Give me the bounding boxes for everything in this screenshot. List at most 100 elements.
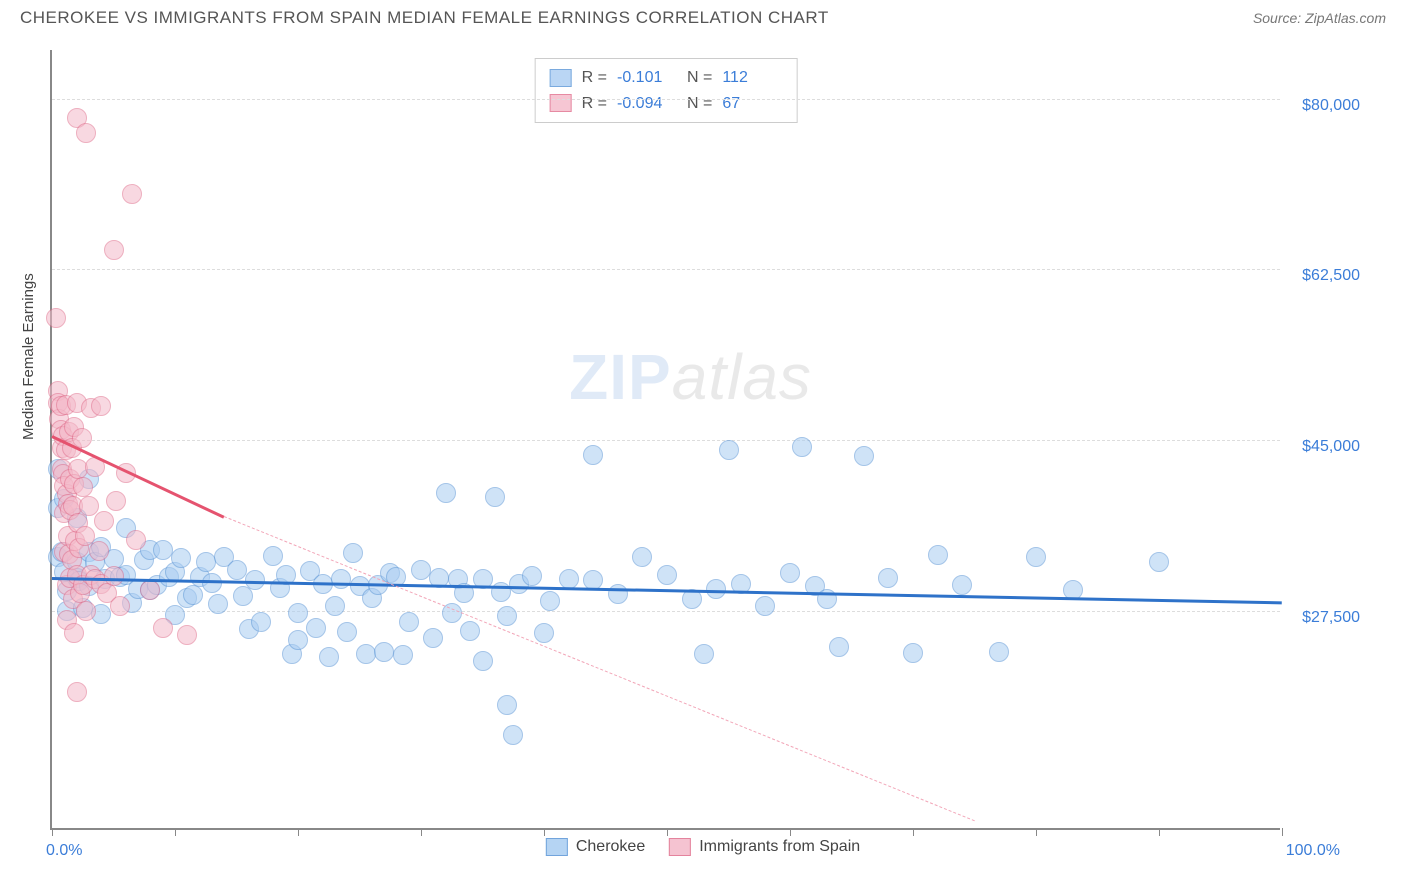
scatter-point-cherokee (989, 642, 1009, 662)
x-tick (667, 828, 668, 836)
scatter-point-cherokee (473, 651, 493, 671)
chart-title: CHEROKEE VS IMMIGRANTS FROM SPAIN MEDIAN… (20, 8, 829, 28)
scatter-point-spain (73, 477, 93, 497)
scatter-point-spain (67, 682, 87, 702)
n-value: 112 (722, 65, 782, 91)
scatter-point-cherokee (608, 584, 628, 604)
scatter-point-cherokee (755, 596, 775, 616)
scatter-point-spain (140, 580, 160, 600)
x-tick (1036, 828, 1037, 836)
scatter-point-spain (76, 601, 96, 621)
scatter-point-spain (89, 541, 109, 561)
x-tick-label: 0.0% (46, 842, 82, 860)
scatter-point-cherokee (423, 628, 443, 648)
r-value: -0.101 (617, 65, 677, 91)
scatter-point-cherokee (436, 483, 456, 503)
legend-label: Immigrants from Spain (699, 838, 860, 856)
scatter-chart: ZIPatlas R =-0.101N =112R =-0.094N =67 $… (50, 50, 1280, 830)
scatter-point-spain (64, 623, 84, 643)
correlation-legend: R = -0.101 N = 112 R = -0.094 N = 67 (535, 58, 798, 123)
scatter-point-cherokee (928, 545, 948, 565)
gridline (52, 611, 1280, 612)
x-tick (913, 828, 914, 836)
scatter-point-cherokee (1026, 547, 1046, 567)
x-tick (1282, 828, 1283, 836)
x-tick (52, 828, 53, 836)
scatter-point-cherokee (227, 560, 247, 580)
scatter-point-spain (104, 240, 124, 260)
scatter-point-spain (46, 308, 66, 328)
legend-swatch (550, 69, 572, 87)
scatter-point-cherokee (171, 548, 191, 568)
series-legend: Cherokee Immigrants from Spain (546, 838, 860, 856)
scatter-point-cherokee (657, 565, 677, 585)
n-label: N = (687, 65, 712, 91)
y-tick-label: $80,000 (1302, 97, 1360, 115)
scatter-point-cherokee (1149, 552, 1169, 572)
y-tick-label: $62,500 (1302, 267, 1360, 285)
scatter-point-cherokee (288, 603, 308, 623)
scatter-point-cherokee (780, 563, 800, 583)
scatter-point-cherokee (263, 546, 283, 566)
scatter-point-cherokee (411, 560, 431, 580)
scatter-point-cherokee (202, 573, 222, 593)
scatter-point-cherokee (583, 445, 603, 465)
x-tick (790, 828, 791, 836)
legend-row-cherokee: R = -0.101 N = 112 (550, 65, 783, 91)
scatter-point-cherokee (497, 695, 517, 715)
scatter-point-cherokee (196, 552, 216, 572)
x-tick-label: 100.0% (1286, 842, 1340, 860)
scatter-point-cherokee (374, 642, 394, 662)
scatter-point-cherokee (356, 644, 376, 664)
scatter-point-spain (94, 511, 114, 531)
scatter-point-cherokee (792, 437, 812, 457)
scatter-point-cherokee (288, 630, 308, 650)
scatter-point-spain (153, 618, 173, 638)
scatter-point-cherokee (393, 645, 413, 665)
x-tick (175, 828, 176, 836)
scatter-point-cherokee (632, 547, 652, 567)
n-label: N = (687, 91, 712, 117)
scatter-point-cherokee (325, 596, 345, 616)
scatter-point-cherokee (183, 585, 203, 605)
r-label: R = (582, 91, 607, 117)
r-label: R = (582, 65, 607, 91)
legend-item-cherokee: Cherokee (546, 838, 645, 856)
scatter-point-cherokee (829, 637, 849, 657)
legend-row-spain: R = -0.094 N = 67 (550, 91, 783, 117)
scatter-point-cherokee (878, 568, 898, 588)
gridline (52, 269, 1280, 270)
scatter-point-cherokee (399, 612, 419, 632)
x-tick (1159, 828, 1160, 836)
legend-swatch (669, 838, 691, 856)
scatter-point-cherokee (331, 569, 351, 589)
x-tick (298, 828, 299, 836)
watermark-atlas: atlas (672, 341, 812, 413)
legend-item-spain: Immigrants from Spain (669, 838, 860, 856)
scatter-point-cherokee (319, 647, 339, 667)
legend-label: Cherokee (576, 838, 645, 856)
scatter-point-spain (177, 625, 197, 645)
legend-swatch (550, 94, 572, 112)
scatter-point-spain (91, 396, 111, 416)
y-axis-label: Median Female Earnings (20, 273, 37, 440)
scatter-point-cherokee (208, 594, 228, 614)
scatter-point-cherokee (534, 623, 554, 643)
scatter-point-cherokee (306, 618, 326, 638)
scatter-point-cherokee (337, 622, 357, 642)
scatter-point-cherokee (343, 543, 363, 563)
r-value: -0.094 (617, 91, 677, 117)
scatter-point-spain (106, 491, 126, 511)
scatter-point-cherokee (485, 487, 505, 507)
scatter-point-cherokee (153, 540, 173, 560)
watermark-zip: ZIP (569, 341, 672, 413)
scatter-point-cherokee (854, 446, 874, 466)
scatter-point-cherokee (503, 725, 523, 745)
scatter-point-cherokee (952, 575, 972, 595)
x-tick (544, 828, 545, 836)
scatter-point-cherokee (903, 643, 923, 663)
gridline (52, 99, 1280, 100)
scatter-point-cherokee (251, 612, 271, 632)
scatter-point-cherokee (497, 606, 517, 626)
n-value: 67 (722, 91, 782, 117)
